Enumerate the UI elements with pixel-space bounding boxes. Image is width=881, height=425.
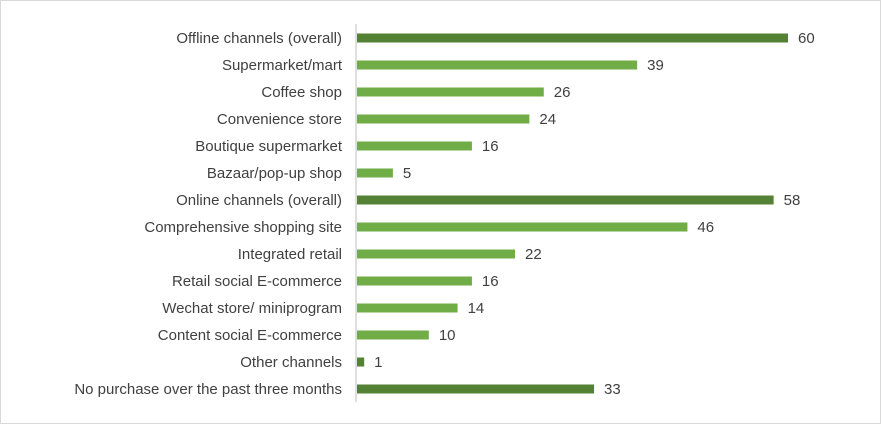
category-label-offline-channels-overall: Offline channels (overall) <box>176 30 342 47</box>
value-label-bazaar-pop-up-shop: 5 <box>403 165 411 182</box>
value-label-boutique-supermarket: 16 <box>482 138 499 155</box>
category-label-no-purchase-over-the-past-three-months: No purchase over the past three months <box>74 381 342 398</box>
category-label-online-channels-overall: Online channels (overall) <box>176 192 342 209</box>
bar-offline-channels-overall <box>357 33 788 43</box>
bar-online-channels-overall <box>357 195 774 205</box>
bar-supermarket-mart <box>357 60 638 70</box>
value-label-retail-social-e-commerce: 16 <box>482 273 499 290</box>
category-label-boutique-supermarket: Boutique supermarket <box>195 138 343 155</box>
bars-group <box>357 33 788 394</box>
value-labels-group: 60 39 26 24 16 5 58 46 22 16 14 10 1 33 <box>374 30 815 398</box>
category-label-content-social-e-commerce: Content social E-commerce <box>158 327 342 344</box>
value-label-content-social-e-commerce: 10 <box>439 327 456 344</box>
category-label-other-channels: Other channels <box>240 354 342 371</box>
bar-content-social-e-commerce <box>357 330 429 340</box>
category-label-supermarket-mart: Supermarket/mart <box>222 57 343 74</box>
category-label-comprehensive-shopping-site: Comprehensive shopping site <box>144 219 342 236</box>
bar-boutique-supermarket <box>357 141 472 151</box>
bar-coffee-shop <box>357 87 544 97</box>
bar-other-channels <box>357 357 365 367</box>
bar-wechat-store-miniprogram <box>357 303 458 313</box>
value-label-offline-channels-overall: 60 <box>798 30 815 47</box>
value-label-other-channels: 1 <box>374 354 382 371</box>
category-label-convenience-store: Convenience store <box>217 111 342 128</box>
category-label-integrated-retail: Integrated retail <box>238 246 342 263</box>
value-label-supermarket-mart: 39 <box>647 57 664 74</box>
value-label-integrated-retail: 22 <box>525 246 542 263</box>
bar-comprehensive-shopping-site <box>357 222 688 232</box>
category-labels-group: Offline channels (overall) Supermarket/ma… <box>74 30 342 398</box>
value-label-convenience-store: 24 <box>539 111 556 128</box>
category-label-coffee-shop: Coffee shop <box>261 84 342 101</box>
value-label-comprehensive-shopping-site: 46 <box>697 219 714 236</box>
value-label-coffee-shop: 26 <box>554 84 571 101</box>
bar-no-purchase-over-the-past-three-months <box>357 384 595 394</box>
bar-bazaar-pop-up-shop <box>357 168 393 178</box>
category-label-bazaar-pop-up-shop: Bazaar/pop-up shop <box>207 165 342 182</box>
value-label-wechat-store-miniprogram: 14 <box>468 300 485 317</box>
category-label-retail-social-e-commerce: Retail social E-commerce <box>172 273 342 290</box>
value-label-online-channels-overall: 58 <box>784 192 801 209</box>
category-label-wechat-store-miniprogram: Wechat store/ miniprogram <box>162 300 342 317</box>
bar-retail-social-e-commerce <box>357 276 472 286</box>
bar-integrated-retail <box>357 249 516 259</box>
bar-convenience-store <box>357 114 530 124</box>
value-label-no-purchase-over-the-past-three-months: 33 <box>604 381 621 398</box>
